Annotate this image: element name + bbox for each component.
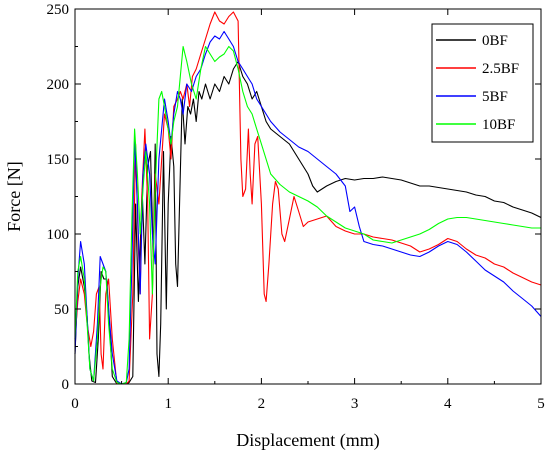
y-tick-label: 200 <box>47 77 70 93</box>
y-tick-label: 0 <box>62 377 70 393</box>
legend-box <box>431 23 534 143</box>
legend-label: 5BF <box>482 89 508 105</box>
y-tick-label: 150 <box>47 152 70 168</box>
x-tick-label: 4 <box>444 396 452 412</box>
y-tick-label: 50 <box>54 302 69 318</box>
x-tick-label: 2 <box>258 396 266 412</box>
x-axis-title: Displacement (mm) <box>236 430 379 451</box>
x-tick-label: 3 <box>351 396 359 412</box>
series-line-10BF <box>74 45 541 385</box>
x-tick-label: 5 <box>537 396 545 412</box>
y-tick-label: 250 <box>47 2 70 18</box>
x-tick-label: 0 <box>71 396 79 412</box>
y-axis-title: Force [N] <box>4 161 24 231</box>
x-tick-label: 1 <box>164 396 172 412</box>
legend-label: 10BF <box>482 117 515 133</box>
legend-label: 2.5BF <box>482 61 519 77</box>
y-tick-label: 100 <box>47 227 70 243</box>
legend-label: 0BF <box>482 33 508 49</box>
legend: 0BF 2.5BF 5BF 10BF <box>431 23 534 143</box>
